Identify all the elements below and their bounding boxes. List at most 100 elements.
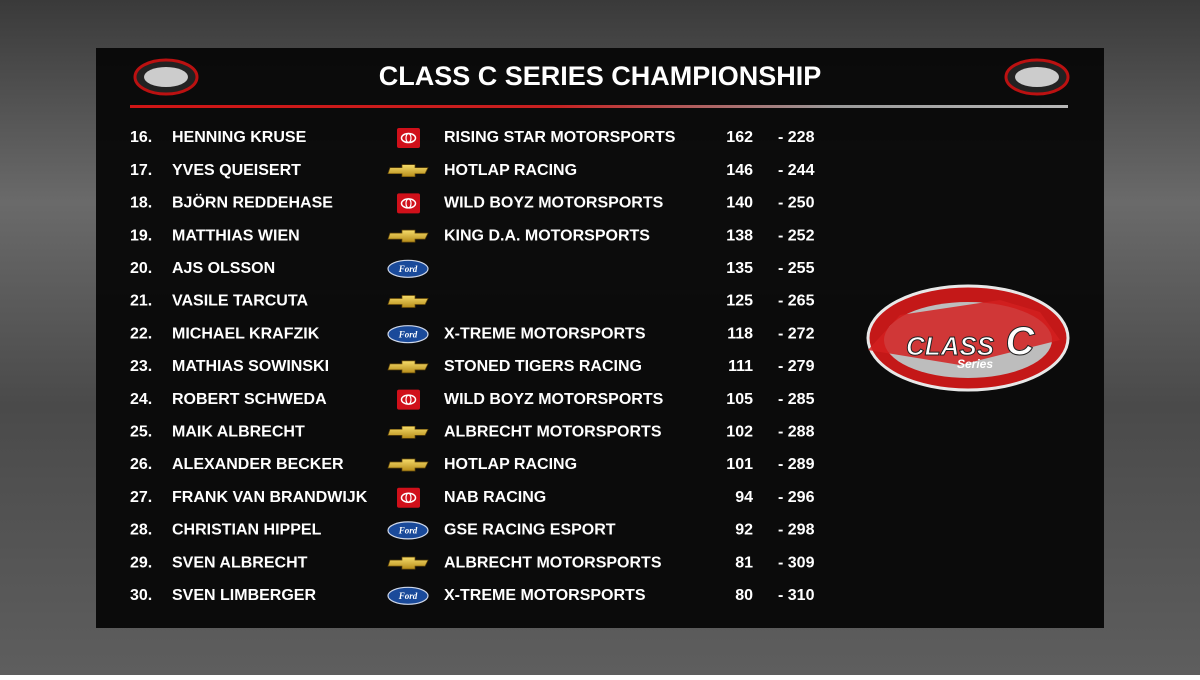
driver: SVEN ALBRECHT (172, 554, 308, 571)
toyota-emblem (405, 492, 412, 503)
standings: 16. HENNING KRUSE RISING STAR MOTORSPORTS 1… (130, 128, 815, 605)
points: 101 (726, 456, 753, 473)
position: 18. (130, 195, 152, 212)
team: HOTLAP RACING (444, 162, 577, 179)
position: 23. (130, 358, 152, 375)
points: 111 (728, 358, 753, 375)
points: 135 (726, 260, 753, 277)
toyota-badge (397, 389, 420, 410)
gap: - 309 (778, 554, 815, 571)
standings-row: 24. ROBERT SCHWEDA WILD BOYZ MOTORSPORTS 10… (130, 389, 815, 410)
position: 24. (130, 391, 152, 408)
gap: - 244 (778, 162, 815, 179)
points: 138 (726, 227, 753, 244)
title: CLASS C SERIES CHAMPIONSHIP (379, 61, 822, 91)
toyota-badge (397, 128, 420, 148)
title-rule (130, 105, 1068, 108)
class-logo: CLASS C Series (866, 284, 1070, 392)
gap: - 288 (778, 424, 815, 441)
standings-row: 20. AJS OLSSON Ford 135 - 255 (130, 259, 815, 278)
points: 162 (726, 129, 753, 146)
ford-badge (387, 521, 429, 540)
team: ALBRECHT MOTORSPORTS (444, 424, 662, 441)
gap: - 250 (778, 195, 815, 212)
team: X-TREME MOTORSPORTS (444, 587, 646, 604)
standings-row: 16. HENNING KRUSE RISING STAR MOTORSPORTS 1… (130, 128, 815, 148)
position: 17. (130, 162, 152, 179)
gap: - 285 (778, 391, 815, 408)
driver: YVES QUEISERT (172, 162, 301, 179)
toyota-emblem (405, 132, 412, 144)
chevrolet-badge (387, 360, 429, 374)
position: 26. (130, 456, 152, 473)
team: GSE RACING ESPORT (444, 522, 616, 539)
position: 16. (130, 129, 152, 146)
logo-sub: Series (957, 357, 993, 371)
team: NAB RACING (444, 489, 546, 506)
driver: MATTHIAS WIEN (172, 227, 300, 244)
toyota-emblem (405, 198, 412, 209)
ford-badge (387, 259, 429, 278)
chevrolet-badge (387, 164, 429, 178)
driver: CHRISTIAN HIPPEL (172, 522, 322, 539)
gap: - 279 (778, 358, 815, 375)
toyota-badge (397, 193, 420, 214)
gap: - 298 (778, 522, 815, 539)
gap: - 310 (778, 587, 815, 604)
team: KING D.A. MOTORSPORTS (444, 227, 650, 244)
gap: - 228 (778, 129, 815, 146)
driver: FRANK VAN BRANDWIJK (172, 489, 368, 506)
points: 81 (735, 554, 753, 571)
logo-letter: C (1006, 320, 1036, 364)
team: HOTLAP RACING (444, 456, 577, 473)
standings-row: 21. VASILE TARCUTA 125 - 265 (130, 293, 815, 310)
points: 118 (727, 325, 753, 342)
points: 94 (735, 489, 753, 506)
standings-row: 25. MAIK ALBRECHT ALBRECHT MOTORSPORTS 102 -… (130, 424, 815, 441)
driver: MICHAEL KRAFZIK (172, 325, 320, 342)
ford-label: Ford (398, 591, 418, 601)
team: RISING STAR MOTORSPORTS (444, 129, 676, 146)
chevrolet-badge (387, 425, 429, 439)
position: 20. (130, 260, 152, 277)
standings-row: 29. SVEN ALBRECHT ALBRECHT MOTORSPORTS 81 - … (130, 554, 815, 571)
chevrolet-badge (387, 556, 429, 570)
small-logo (133, 58, 199, 96)
gap: - 252 (778, 227, 815, 244)
position: 22. (130, 325, 152, 342)
standings-row: 18. BJÖRN REDDEHASE WILD BOYZ MOTORSPORTS 1… (130, 193, 815, 214)
driver: HENNING KRUSE (172, 129, 307, 146)
gap: - 255 (778, 260, 815, 277)
standings-row: 26. ALEXANDER BECKER HOTLAP RACING 101 - 289 (130, 456, 815, 473)
chevrolet-badge (387, 458, 429, 472)
ford-badge (387, 325, 429, 344)
points: 105 (726, 391, 753, 408)
standings-row: 23. MATHIAS SOWINSKI STONED TIGERS RACING 1… (130, 358, 815, 375)
ford-label: Ford (398, 525, 418, 535)
gap: - 296 (778, 489, 815, 506)
standings-row: 30. SVEN LIMBERGER Ford X-TREME MOTORSPORTS… (130, 586, 815, 605)
driver: ALEXANDER BECKER (172, 456, 344, 473)
team: ALBRECHT MOTORSPORTS (444, 554, 662, 571)
driver: VASILE TARCUTA (172, 293, 308, 310)
points: 92 (735, 522, 753, 539)
toyota-badge (397, 487, 420, 508)
position: 27. (130, 489, 152, 506)
points: 80 (735, 587, 753, 604)
gap: - 265 (778, 293, 815, 310)
team: WILD BOYZ MOTORSPORTS (444, 195, 664, 212)
position: 28. (130, 522, 152, 539)
gap: - 289 (778, 456, 815, 473)
standings-row: 19. MATTHIAS WIEN KING D.A. MOTORSPORTS 138… (130, 227, 815, 244)
position: 25. (130, 424, 152, 441)
team: STONED TIGERS RACING (444, 358, 642, 375)
driver: AJS OLSSON (172, 260, 275, 277)
toyota-emblem (405, 394, 412, 405)
points: 146 (726, 162, 753, 179)
standings-row: 28. CHRISTIAN HIPPEL Ford GSE RACING ESPORT… (130, 521, 815, 540)
standings-row: 22. MICHAEL KRAFZIK Ford X-TREME MOTORSPORT… (130, 325, 815, 344)
position: 19. (130, 227, 152, 244)
chevrolet-badge (387, 295, 429, 308)
